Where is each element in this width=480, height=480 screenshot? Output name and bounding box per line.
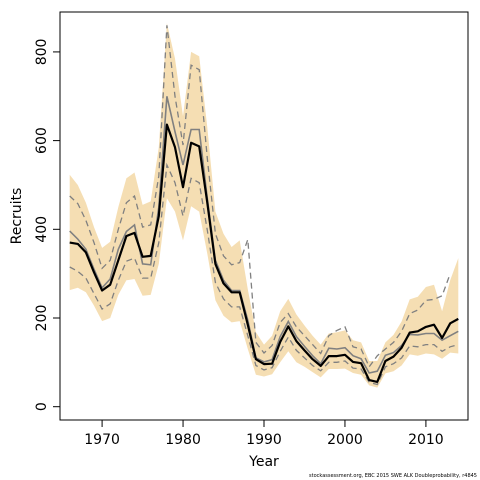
- x-tick-label: 1970: [84, 432, 120, 448]
- series-line-1: [69, 96, 459, 374]
- x-axis-label: Year: [248, 454, 279, 470]
- x-tick-label: 1980: [165, 432, 201, 448]
- y-axis-label: Recruits: [9, 188, 25, 245]
- dashed-series-layer: [69, 25, 459, 386]
- estimate-line-layer: [69, 123, 459, 383]
- x-axis: 1970 1980 1990 2000 2010: [84, 420, 444, 448]
- estimate-line: [69, 123, 459, 383]
- x-tick-label: 2000: [327, 432, 363, 448]
- y-tick-label: 200: [34, 305, 50, 332]
- y-tick-label: 0: [34, 402, 50, 411]
- confidence-band-layer: [69, 23, 459, 388]
- series-line-3: [69, 25, 451, 369]
- y-tick-label: 400: [34, 216, 50, 243]
- y-tick-label: 600: [34, 127, 50, 154]
- y-tick-label: 800: [34, 39, 50, 66]
- x-tick-label: 1990: [246, 432, 282, 448]
- x-tick-label: 2010: [408, 432, 444, 448]
- confidence-band: [69, 23, 459, 388]
- source-caption: stockassessment.org, EBC 2015 SWE ALK Do…: [309, 473, 477, 479]
- series-line-2: [69, 162, 459, 386]
- y-axis: 0 200 400 600 800: [34, 39, 60, 411]
